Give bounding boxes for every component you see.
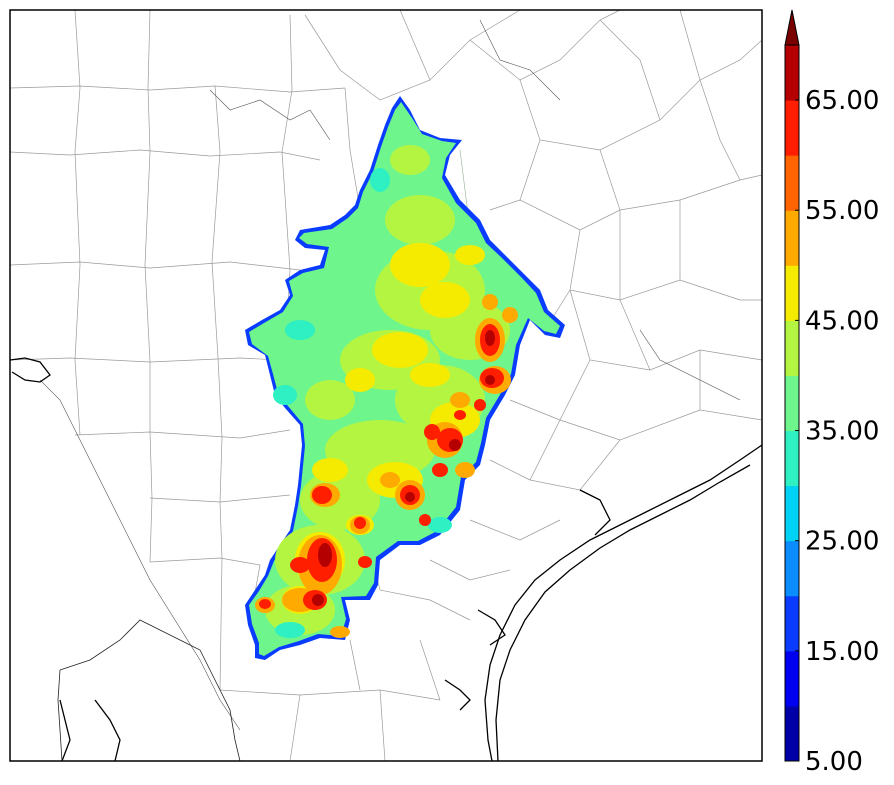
colorbar-segment xyxy=(785,375,799,432)
field-darkred xyxy=(312,330,495,606)
colorbar-segment xyxy=(785,210,799,266)
colorbar-label: 35.00 xyxy=(805,417,879,447)
colorbar-segment xyxy=(785,540,799,597)
mexico-border xyxy=(57,619,241,762)
colorbar-segment xyxy=(785,650,799,707)
coastline xyxy=(9,357,763,762)
colorbar-segment xyxy=(785,430,799,487)
colorbar-segment xyxy=(785,595,799,652)
rivers xyxy=(39,19,741,731)
colorbar-segment xyxy=(785,485,799,542)
colorbar-segment xyxy=(785,320,799,376)
colorbar-label: 5.00 xyxy=(805,747,863,777)
map-border xyxy=(9,9,763,762)
colorbar-label: 15.00 xyxy=(805,637,879,667)
map-panel xyxy=(9,9,763,762)
colorbar-segment xyxy=(785,265,799,321)
field-cyan xyxy=(273,168,452,638)
colorbar-segment xyxy=(785,705,799,762)
colorbar-segment xyxy=(785,100,799,156)
county-boundaries xyxy=(9,9,763,762)
colorbar-extend-arrow xyxy=(784,9,800,46)
colorbar-label: 65.00 xyxy=(805,86,879,116)
colorbar-label: 55.00 xyxy=(805,196,879,226)
colorbar-segment xyxy=(785,155,799,211)
colorbar-segment xyxy=(785,45,799,101)
colorbar-label: 25.00 xyxy=(805,527,879,557)
colorbar-label: 45.00 xyxy=(805,306,879,336)
colorbar: 5.00 15.00 25.00 35.00 45.00 55.00 65.00 xyxy=(784,9,879,777)
precip-field xyxy=(245,96,565,660)
colorbar-outline xyxy=(784,44,800,762)
